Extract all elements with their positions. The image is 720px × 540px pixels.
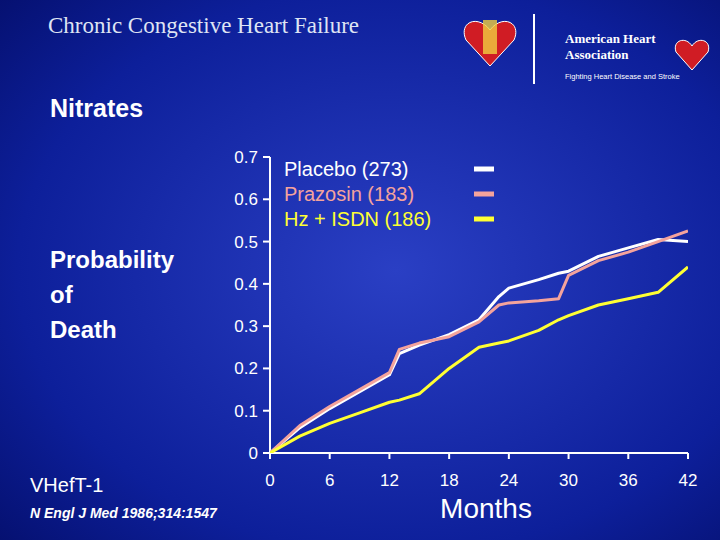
axes: 0 0.1 0.2 0.3 0.4 0.5 0.6 0.7 0 6 12 18 24 30 36 42 — [234, 148, 697, 490]
legend-label: Prazosin (183) — [284, 183, 414, 205]
x-tick-label: 36 — [619, 471, 638, 490]
header: Chronic Congestive Heart Failure — [48, 13, 359, 38]
x-tick — [508, 453, 510, 459]
legend: Placebo (273) Prazosin (183) Hz + ISDN (18… — [284, 158, 494, 230]
y-axis-label: Probability of Death — [50, 246, 175, 343]
y-tick-label: 0.6 — [234, 190, 258, 209]
x-tick-label: 0 — [265, 471, 274, 490]
y-tick-label: 0.5 — [234, 233, 258, 252]
y-tick — [263, 156, 270, 158]
x-tick-label: 6 — [325, 471, 334, 490]
y-tick — [263, 283, 270, 285]
series-group — [270, 231, 688, 453]
legend-swatch — [474, 217, 494, 222]
y-tick-label: 0 — [249, 444, 258, 463]
logo-emblem — [483, 20, 497, 54]
y-axis-label-line: Probability — [50, 246, 175, 273]
x-tick — [329, 453, 331, 459]
logo-divider — [533, 14, 535, 84]
logo-heart — [675, 40, 708, 70]
logo-text: American Heart — [565, 31, 656, 46]
y-tick-label: 0.3 — [234, 317, 258, 336]
y-axis-line — [269, 157, 271, 453]
series-line — [270, 267, 688, 453]
series-line — [270, 239, 688, 453]
y-tick — [263, 198, 270, 200]
x-tick — [269, 453, 271, 459]
x-tick-label: 42 — [679, 471, 698, 490]
y-tick — [263, 325, 270, 327]
study-name: VHefT-1 — [30, 474, 103, 496]
x-tick-label: 24 — [499, 471, 518, 490]
x-tick — [627, 453, 629, 459]
x-axis-line — [270, 452, 688, 454]
legend-label: Hz + ISDN (186) — [284, 208, 431, 230]
legend-swatch — [474, 192, 494, 197]
x-tick — [568, 453, 570, 459]
citation: N Engl J Med 1986;314:1547 — [30, 505, 218, 521]
slide: Chronic Congestive Heart Failure American… — [0, 0, 720, 540]
y-tick-label: 0.2 — [234, 359, 258, 378]
chart-title: Nitrates — [50, 94, 143, 122]
background — [0, 0, 720, 540]
x-tick — [388, 453, 390, 459]
x-tick — [448, 453, 450, 459]
x-axis-label: Months — [440, 493, 532, 524]
legend-swatch — [474, 167, 494, 172]
x-tick — [687, 453, 689, 459]
logo-text: Association — [565, 47, 629, 62]
y-axis-label-line: of — [50, 281, 74, 308]
y-tick — [263, 367, 270, 369]
series-line — [270, 231, 688, 453]
y-tick-label: 0.4 — [234, 275, 258, 294]
x-tick-label: 12 — [380, 471, 399, 490]
y-tick — [263, 241, 270, 243]
y-tick-label: 0.7 — [234, 148, 258, 167]
logo-text: Fighting Heart Disease and Stroke — [565, 72, 680, 81]
y-axis-label-line: Death — [50, 316, 117, 343]
x-tick-label: 30 — [559, 471, 578, 490]
y-tick-label: 0.1 — [234, 402, 258, 421]
x-tick-label: 18 — [440, 471, 459, 490]
legend-label: Placebo (273) — [284, 158, 409, 180]
y-tick — [263, 452, 270, 454]
logo: American HeartAssociation Fighting Heart … — [464, 14, 709, 84]
y-tick — [263, 410, 270, 412]
